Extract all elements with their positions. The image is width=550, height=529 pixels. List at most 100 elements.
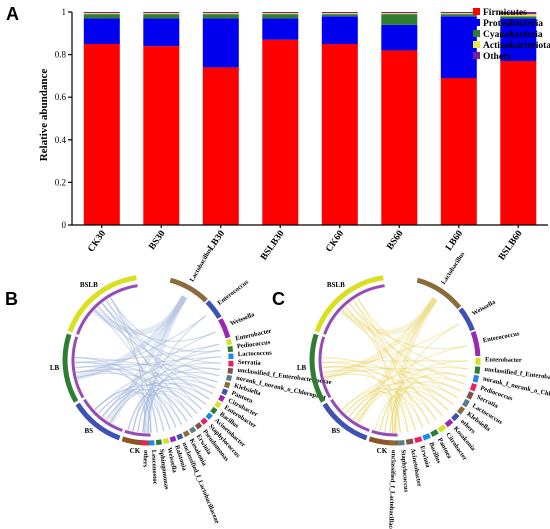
chord-link xyxy=(75,366,188,422)
taxon-label-23: Leuconostoc xyxy=(150,450,159,485)
chord-link xyxy=(356,297,468,370)
x-tick-label-ck60: CK60 xyxy=(324,229,346,254)
panel-c-chord-diagram: C BSLB LB BS CK Lactobacillus Weissella Entero… xyxy=(272,250,550,529)
taxon-label-2: Weissella xyxy=(229,311,256,328)
chord-link xyxy=(374,386,454,431)
chord-link xyxy=(389,323,459,433)
x-tick-label-bs30: BS30 xyxy=(147,229,167,252)
group-arc-lb xyxy=(309,333,326,403)
taxon-label-17: Staphylococcus xyxy=(399,449,409,492)
chord-link xyxy=(344,381,458,414)
chord-link xyxy=(352,299,458,399)
bar-segment-actinobacteriota-bslb30 xyxy=(262,13,299,15)
bar-segment-others-lb30 xyxy=(202,12,239,14)
y-axis-title: Relative abundance xyxy=(38,69,50,162)
bar-segment-others-ck30 xyxy=(83,12,120,14)
taxon-label-18: unclassified_f_Lactobacillaceae xyxy=(387,450,397,529)
taxon-arc-6 xyxy=(469,383,477,392)
bar-segment-proteobacteria-lb30 xyxy=(202,18,239,68)
taxon-arc-3 xyxy=(225,338,233,346)
chord-link xyxy=(142,395,165,433)
chord-link xyxy=(321,361,431,425)
bar-segment-cyanobacteria-ck30 xyxy=(83,14,120,19)
chord-link xyxy=(394,395,416,434)
panel-letter-a: A xyxy=(6,4,19,24)
taxon-arc-0 xyxy=(169,277,208,303)
panel-a-bar-chart: A 00.20.40.60.81 CK30 BS30 LB30 BSLB30 CK60 B… xyxy=(6,4,550,262)
chord-link xyxy=(322,369,443,416)
bar-segment-cyanobacteria-bs60 xyxy=(381,14,418,25)
chord-link xyxy=(109,297,221,353)
taxon-arc-15 xyxy=(414,436,423,444)
taxon-arc-12 xyxy=(214,401,222,409)
chord-link xyxy=(92,295,188,336)
legend-swatch-firmicutes xyxy=(473,8,480,15)
taxon-arc-0 xyxy=(416,277,462,310)
bar-segment-cyanobacteria-ck60 xyxy=(321,14,358,17)
legend-label-actinobacteriota: Actinobacteriota xyxy=(483,41,550,51)
group-label-bslb: BSLB xyxy=(80,281,98,289)
chord-link xyxy=(142,382,214,433)
chord-link xyxy=(105,362,221,421)
bar-segment-actinobacteriota-lb60 xyxy=(440,13,477,15)
y-axis: 0 0.2 0.4 0.6 0.8 1 xyxy=(55,7,73,230)
taxon-label-1: Weissella xyxy=(471,298,497,317)
chord-link xyxy=(142,315,207,433)
x-tick-label-lb60: LB60 xyxy=(444,229,465,253)
taxon-arc-13 xyxy=(210,406,218,415)
group-inner-arc-bslb xyxy=(76,284,138,335)
bar-segment-cyanobacteria-bs30 xyxy=(143,14,180,19)
taxon-arc-7 xyxy=(227,367,234,374)
chord-link xyxy=(101,382,210,418)
bar-segment-proteobacteria-bslb60 xyxy=(500,18,537,61)
bar-segment-proteobacteria-bs30 xyxy=(143,18,180,47)
chord-link xyxy=(344,306,465,385)
chord-link xyxy=(77,356,221,379)
taxon-arc-16 xyxy=(405,438,414,445)
chord-link xyxy=(127,376,218,431)
legend-swatch-proteobacteria xyxy=(473,19,480,26)
taxon-label-3: Enterobacter xyxy=(485,356,522,364)
chord-link xyxy=(321,356,454,405)
taxon-label-4: Pediococcus xyxy=(237,339,272,350)
taxon-arc-19 xyxy=(176,433,184,441)
chord-link xyxy=(379,393,431,432)
panel-letter-b: B xyxy=(5,289,18,309)
bar-segment-others-bslb30 xyxy=(262,12,299,14)
taxon-arc-8 xyxy=(462,398,470,408)
chord-link xyxy=(105,299,183,426)
chord-link xyxy=(356,387,449,423)
x-tick-label-bslb30: BSLB30 xyxy=(259,229,287,263)
bar-segment-others-lb60 xyxy=(440,12,477,14)
taxon-arc-1 xyxy=(205,300,222,320)
taxon-label-2: Enterococcus xyxy=(482,330,520,344)
bar-segment-firmicutes-bslb30 xyxy=(262,39,299,226)
chord-link xyxy=(384,395,401,433)
legend-label-others: Others xyxy=(483,52,511,62)
chord-link xyxy=(341,309,449,411)
bar-segment-actinobacteriota-bs30 xyxy=(143,13,180,15)
taxon-arc-18 xyxy=(182,430,190,438)
taxon-arc-22 xyxy=(155,439,162,446)
taxon-arc-9 xyxy=(223,381,231,389)
chord-link xyxy=(101,331,216,418)
taxon-arc-14 xyxy=(422,433,431,441)
bar-segment-actinobacteriota-ck30 xyxy=(83,13,120,15)
chord-link xyxy=(356,297,424,428)
taxon-arc-16 xyxy=(194,422,203,430)
chord-link xyxy=(392,297,438,434)
chord-link xyxy=(101,391,159,433)
taxon-label-1: Enterococcus xyxy=(216,278,250,306)
taxon-label-5: Lactococcus xyxy=(238,350,273,358)
bar-segment-others-ck60 xyxy=(321,12,358,14)
chord-link xyxy=(97,306,193,419)
chord-link xyxy=(384,381,462,433)
chord-link xyxy=(97,306,221,364)
legend-label-cyanobacteria: Cyanobacteria xyxy=(483,30,543,40)
chord-link xyxy=(105,388,193,421)
group-inner-arc-lb xyxy=(71,336,85,399)
chord-link xyxy=(348,345,467,418)
chord-link xyxy=(344,306,409,433)
taxon-arc-5 xyxy=(472,374,480,383)
bar-segment-firmicutes-bslb60 xyxy=(500,61,537,225)
